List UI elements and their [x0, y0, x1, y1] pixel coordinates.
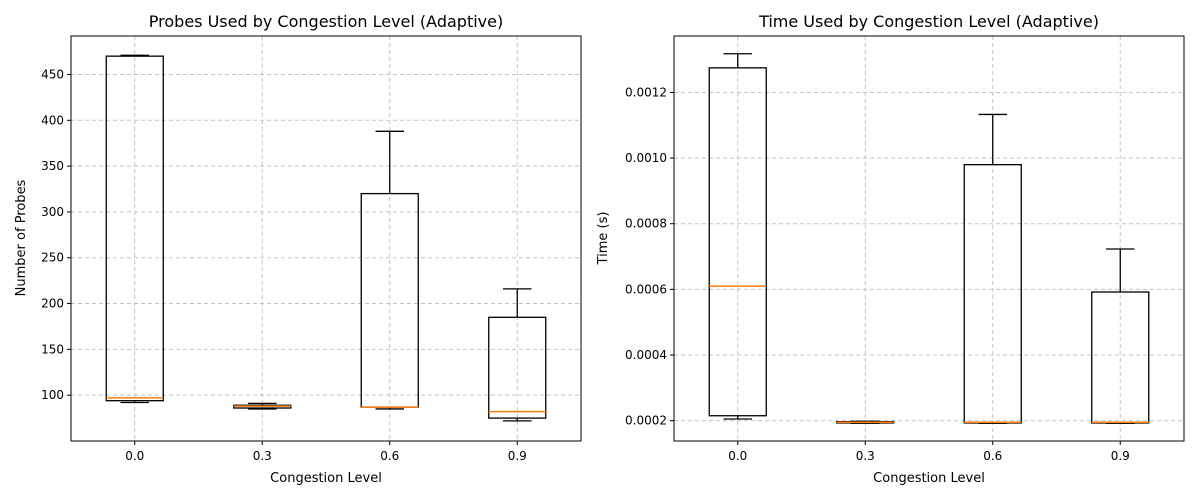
y-tick-label: 250 [41, 251, 64, 265]
y-tick-label: 300 [41, 205, 64, 219]
x-tick-label: 0.6 [983, 449, 1002, 463]
y-tick-label: 200 [41, 297, 64, 311]
y-tick-label: 100 [41, 388, 64, 402]
x-axis-label: Congestion Level [270, 471, 382, 486]
y-tick-label: 450 [41, 67, 64, 81]
time-chart: Time Used by Congestion Level (Adaptive)… [596, 12, 1185, 486]
box-0.0 [105, 54, 164, 404]
y-tick-label: 0.0012 [625, 85, 667, 99]
y-axis-label: Time (s) [596, 212, 611, 266]
iqr-box [105, 55, 164, 402]
x-tick-label: 0.0 [728, 449, 747, 463]
boxes-layer [708, 53, 1150, 424]
y-tick-label: 350 [41, 159, 64, 173]
box-0.6 [360, 130, 419, 410]
ticks-layer: 100 150 200 250 300 350 400 450 0.0 0.3 0.6 0.9 [41, 67, 527, 463]
y-tick-label: 0.0004 [625, 348, 667, 362]
probes-chart: Probes Used by Congestion Level (Adaptiv… [14, 12, 582, 486]
y-axis-label: Number of Probes [14, 179, 29, 296]
y-tick-label: 400 [41, 113, 64, 127]
y-tick-label: 0.0006 [625, 282, 667, 296]
grid-layer [674, 36, 1184, 441]
box-0.9 [488, 288, 547, 422]
x-tick-label: 0.0 [125, 449, 144, 463]
box-0.3 [836, 420, 895, 424]
x-axis-label: Congestion Level [873, 471, 985, 486]
x-tick-label: 0.9 [1111, 449, 1130, 463]
chart-title: Probes Used by Congestion Level (Adaptiv… [149, 12, 503, 31]
x-tick-label: 0.9 [508, 449, 527, 463]
plot-frame [70, 35, 582, 442]
iqr-box [488, 316, 547, 419]
x-tick-label: 0.3 [856, 449, 875, 463]
y-tick-label: 0.0010 [625, 151, 667, 165]
plot-frame [673, 35, 1185, 442]
iqr-box [963, 164, 1022, 424]
box-0.6 [963, 113, 1022, 424]
x-tick-label: 0.3 [253, 449, 272, 463]
x-tick-label: 0.6 [380, 449, 399, 463]
boxes-layer [105, 54, 547, 422]
box-0.3 [233, 402, 292, 410]
y-tick-label: 0.0008 [625, 217, 667, 231]
y-tick-label: 150 [41, 342, 64, 356]
y-tick-label: 0.0002 [625, 414, 667, 428]
iqr-box [708, 67, 767, 417]
box-0.9 [1091, 248, 1150, 424]
grid-layer [71, 36, 581, 441]
chart-title: Time Used by Congestion Level (Adaptive) [758, 12, 1099, 31]
box-0.0 [708, 53, 767, 420]
ticks-layer: 0.0002 0.0004 0.0006 0.0008 0.0010 0.0012 0.0 0… [625, 85, 1130, 463]
